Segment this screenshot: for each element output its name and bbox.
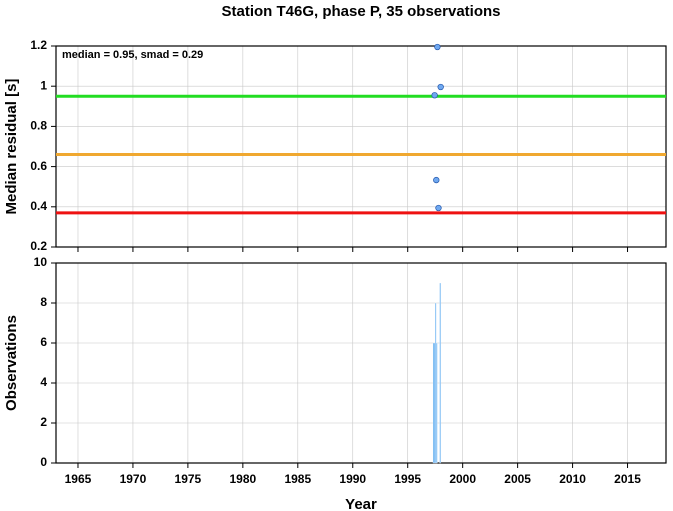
y-tick-label: 0.4	[30, 199, 47, 213]
x-tick-label: 2010	[559, 472, 586, 486]
y-tick-label: 8	[40, 295, 47, 309]
plot-frame	[55, 45, 667, 248]
y-tick-label: 1	[40, 78, 47, 92]
data-point	[435, 204, 442, 212]
y-tick-label: 0.2	[30, 239, 47, 253]
x-tick-label: 1995	[394, 472, 421, 486]
y-tick-label: 2	[40, 415, 47, 429]
histogram-bar	[432, 342, 435, 464]
x-tick-label: 1970	[120, 472, 147, 486]
x-tick-label: 2000	[449, 472, 476, 486]
x-tick-label: 2015	[614, 472, 641, 486]
y-tick-label: 6	[40, 335, 47, 349]
y-axis-label: Median residual [s]	[3, 79, 20, 215]
data-point	[434, 43, 441, 51]
data-point	[433, 176, 440, 184]
y-tick-label: 10	[34, 255, 48, 269]
x-tick-label: 1990	[339, 472, 366, 486]
histogram-bar	[436, 342, 438, 464]
plot-frame	[55, 262, 667, 464]
chart-title: Station T46G, phase P, 35 observations	[222, 3, 501, 20]
x-axis-label: Year	[345, 496, 377, 511]
y-tick-label: 0.6	[30, 159, 47, 173]
histogram-bar	[435, 302, 437, 464]
data-point	[431, 92, 438, 99]
x-tick-label: 1975	[175, 472, 202, 486]
histogram-bar	[433, 342, 436, 464]
y-axis-label: Observations	[3, 315, 20, 411]
y-tick-label: 0	[40, 455, 47, 469]
x-tick-label: 1965	[65, 472, 92, 486]
histogram-bar	[439, 282, 441, 464]
x-tick-label: 1985	[284, 472, 311, 486]
y-tick-label: 4	[40, 375, 47, 389]
data-point	[437, 83, 444, 91]
x-tick-label: 1980	[229, 472, 256, 486]
y-tick-label: 1.2	[30, 38, 47, 52]
x-tick-label: 2005	[504, 472, 531, 486]
y-tick-label: 0.8	[30, 119, 47, 133]
annotation: median = 0.95, smad = 0.29	[62, 49, 203, 61]
